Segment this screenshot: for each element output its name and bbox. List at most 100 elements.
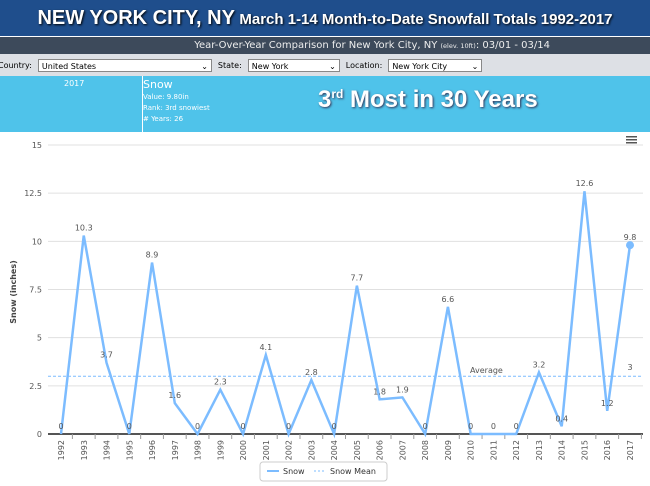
legend-snow-mean[interactable]: Snow Mean xyxy=(330,467,376,476)
y-tick-label: 7.5 xyxy=(29,286,42,295)
rank-text: Most in 30 Years xyxy=(343,86,538,113)
data-label: 0 xyxy=(332,422,337,431)
data-label: 0 xyxy=(241,422,246,431)
y-tick-label: 10 xyxy=(32,237,42,246)
page-title: NEW YORK CITY, NY March 1-14 Month-to-Da… xyxy=(0,0,650,36)
x-tick-label: 1998 xyxy=(194,440,203,460)
x-tick-label: 2008 xyxy=(421,440,430,460)
x-tick-label: 2012 xyxy=(512,440,521,460)
data-label: 0 xyxy=(195,422,200,431)
data-label: 0 xyxy=(423,422,428,431)
y-tick-label: 0 xyxy=(37,430,42,439)
data-label: 2.8 xyxy=(305,368,318,377)
country-select[interactable]: United States ⌄ xyxy=(37,58,212,72)
data-label: 1.2 xyxy=(601,399,614,408)
x-tick-label: 1995 xyxy=(125,440,134,460)
snowfall-chart: Snow (inches) 0 2.5 5 7.5 10 12.5 15 1992 1993 19… xyxy=(9,136,643,482)
x-tick-label: 2007 xyxy=(398,440,407,460)
country-label: Country: xyxy=(0,60,32,70)
filter-bar: Country: United States ⌄ State: New York ⌄… xyxy=(0,54,650,76)
y-axis-label: Snow (inches) xyxy=(9,260,18,324)
data-label: 2.3 xyxy=(214,378,227,387)
data-label: 1.6 xyxy=(168,391,181,400)
x-tick-label: 1997 xyxy=(171,440,180,460)
x-tick-label: 1992 xyxy=(57,440,66,460)
x-tick-label: 2010 xyxy=(467,440,476,460)
rank-headline: 3rd Most in 30 Years xyxy=(318,86,538,114)
y-tick-label: 5 xyxy=(37,334,42,343)
banner-info: Snow Value: 9.80in Rank: 3rd snowiest # … xyxy=(143,78,210,125)
chevron-down-icon: ⌄ xyxy=(471,61,479,71)
y-tick-label: 12.5 xyxy=(24,189,42,198)
info-banner: 2017 Snow Value: 9.80in Rank: 3rd snowie… xyxy=(0,76,650,132)
subtitle-dates: : 03/01 - 03/14 xyxy=(475,40,550,51)
chevron-down-icon: ⌄ xyxy=(201,61,208,71)
legend: Snow Snow Mean xyxy=(259,461,388,482)
data-label: 9.8 xyxy=(624,233,637,242)
data-label: 3.7 xyxy=(100,351,113,360)
series-rank: Rank: 3rd snowiest xyxy=(143,104,210,112)
x-tick-label: 2004 xyxy=(330,440,339,460)
x-tick-label: 2000 xyxy=(239,440,248,460)
x-tick-label: 1994 xyxy=(103,440,112,460)
series-value: Value: 9.80in xyxy=(143,93,189,101)
data-label: 6.6 xyxy=(442,295,455,304)
x-tick-label: 2015 xyxy=(580,440,589,460)
data-label: 1.8 xyxy=(373,387,386,396)
data-label: 0 xyxy=(514,422,519,431)
x-tick-label: 1996 xyxy=(148,440,157,460)
x-tick-label: 2011 xyxy=(489,440,498,460)
x-tick-label: 2013 xyxy=(535,440,544,460)
x-tick-label: 2014 xyxy=(558,440,567,460)
data-label: 3.2 xyxy=(533,360,546,369)
banner-year: 2017 xyxy=(64,79,85,88)
banner-divider xyxy=(142,76,143,132)
data-label: 0 xyxy=(127,422,132,431)
data-label: 0 xyxy=(468,422,473,431)
y-tick-label: 15 xyxy=(32,141,42,150)
state-label: State: xyxy=(217,60,242,70)
data-label: 7.7 xyxy=(351,274,364,283)
state-select[interactable]: New York ⌄ xyxy=(247,58,340,72)
data-label: 0 xyxy=(286,422,291,431)
country-value: United States xyxy=(41,61,97,71)
x-tick-label: 2006 xyxy=(376,440,385,460)
mean-label: Average xyxy=(470,366,503,375)
x-tick-label: 1993 xyxy=(80,440,89,460)
y-tick-label: 2.5 xyxy=(29,382,42,391)
data-label: 0 xyxy=(491,422,496,431)
series-name: Snow xyxy=(143,78,173,91)
x-tick-label: 1999 xyxy=(216,440,225,460)
state-value: New York xyxy=(251,61,289,71)
snow-line xyxy=(59,191,632,439)
subtitle-elev: (elev. 10ft) xyxy=(440,42,476,50)
data-label: 0.4 xyxy=(555,414,568,423)
x-tick-label: 2005 xyxy=(353,440,362,460)
data-label: 4.1 xyxy=(259,343,272,352)
rank-number: 3 xyxy=(318,86,332,113)
data-point[interactable] xyxy=(626,241,634,250)
x-tick-label: 2017 xyxy=(626,440,635,460)
subtitle-text: Year-Over-Year Comparison for New York C… xyxy=(194,40,438,51)
x-tick-label: 2003 xyxy=(307,440,316,460)
data-label: 10.3 xyxy=(75,224,93,233)
menu-icon[interactable] xyxy=(626,136,637,144)
x-tick-label: 2009 xyxy=(444,440,453,460)
location-value: New York City xyxy=(392,61,448,71)
mean-value-label: 3 xyxy=(627,363,632,372)
data-label: 1.9 xyxy=(396,385,409,394)
x-tick-label: 2002 xyxy=(285,440,294,460)
data-label: 8.9 xyxy=(146,251,159,260)
legend-snow[interactable]: Snow xyxy=(283,467,305,476)
x-tick-label: 2001 xyxy=(262,440,271,460)
subtitle: Year-Over-Year Comparison for New York C… xyxy=(0,37,650,54)
title-city: NEW YORK CITY, NY xyxy=(37,7,235,29)
x-tick-label: 2016 xyxy=(603,440,612,460)
rank-suffix: rd xyxy=(331,87,344,101)
data-label: 0 xyxy=(58,422,63,431)
series-years: # Years: 26 xyxy=(143,115,184,123)
data-label: 12.6 xyxy=(576,179,594,188)
location-select[interactable]: New York City ⌄ xyxy=(388,58,483,72)
chevron-down-icon: ⌄ xyxy=(329,61,336,71)
location-label: Location: xyxy=(345,60,383,70)
